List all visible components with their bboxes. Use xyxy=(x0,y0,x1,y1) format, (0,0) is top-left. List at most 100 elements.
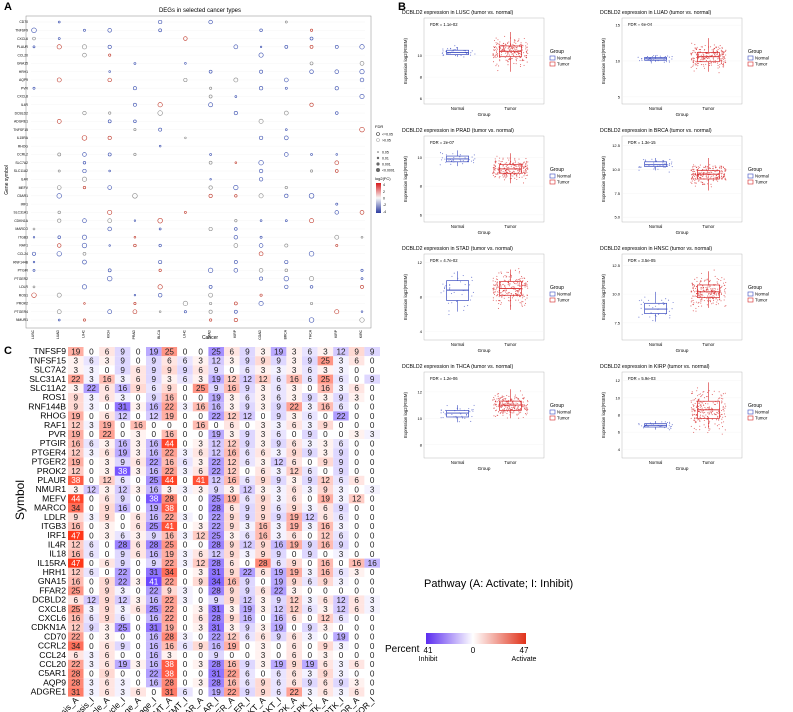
heatmap-cell xyxy=(333,531,349,541)
boxplot-point xyxy=(692,169,695,171)
heatmap-cell xyxy=(192,604,209,614)
boxplot-point xyxy=(461,294,463,296)
panel-a-gene-label: RNF144B xyxy=(13,260,29,264)
boxplot-xtick: Tumor xyxy=(702,224,715,229)
heatmap-cell xyxy=(317,347,334,357)
heatmap-cell-value: 3 xyxy=(261,403,266,412)
boxplot-point xyxy=(509,403,511,405)
boxplot-point xyxy=(721,173,723,175)
boxplot-point xyxy=(653,162,655,164)
heatmap-cell-value: 0 xyxy=(370,679,375,688)
panel-a-cancer-label: LUSC xyxy=(31,329,35,339)
boxplot-point xyxy=(504,411,506,413)
boxplot-point xyxy=(722,57,724,59)
boxplot-point xyxy=(510,408,513,411)
heatmap-cell-value: 3 xyxy=(308,421,313,430)
boxplot-point xyxy=(717,415,719,418)
boxplot-xlabel: Group xyxy=(676,112,689,117)
boxplot-point xyxy=(524,165,526,167)
heatmap-cell xyxy=(192,531,209,541)
heatmap-cell-value: 3 xyxy=(183,531,188,540)
boxplot-point xyxy=(443,287,446,289)
boxplot-point xyxy=(456,47,458,49)
heatmap-cell xyxy=(317,687,334,697)
panel-a-dot xyxy=(208,267,214,273)
heatmap-cell-value: 9 xyxy=(308,430,313,439)
heatmap-cell xyxy=(68,521,84,531)
boxplot-point xyxy=(518,417,520,419)
boxplot-point xyxy=(699,51,701,53)
heatmap-cell-value: 3 xyxy=(292,476,297,485)
panel-a-dot xyxy=(158,227,162,231)
boxplot-point xyxy=(724,177,726,179)
heatmap-cell xyxy=(114,650,131,660)
boxplot-point xyxy=(718,46,720,48)
heatmap-cell-value: 3 xyxy=(198,568,203,577)
boxplot-point xyxy=(699,177,701,179)
heatmap-cell-value: 0 xyxy=(183,660,188,669)
heatmap-cell-value: 9 xyxy=(261,688,266,697)
boxplot-panel: DCBLD2 expression in KIRP (tumor vs. nor… xyxy=(600,364,769,471)
heatmap-cell-value: 9 xyxy=(230,550,235,559)
heatmap-cell xyxy=(224,549,240,559)
heatmap-cell-value: 0 xyxy=(354,623,359,632)
boxplot-point xyxy=(501,399,504,401)
boxplot-point xyxy=(690,291,692,293)
boxplot-point xyxy=(706,295,709,297)
heatmap-cell xyxy=(224,356,240,366)
heatmap-cell-value: 9 xyxy=(261,476,266,485)
boxplot-point xyxy=(494,169,496,171)
heatmap-cell xyxy=(99,393,115,403)
heatmap-cell-value: 3 xyxy=(261,421,266,430)
heatmap-cell-value: 9 xyxy=(276,357,281,366)
boxplot-point xyxy=(521,172,523,174)
heatmap-cell xyxy=(161,365,178,375)
heatmap-cell xyxy=(333,466,349,476)
boxplot-point xyxy=(511,406,513,409)
heatmap-cell xyxy=(333,356,349,366)
boxplot-point xyxy=(669,314,671,316)
boxplot-point xyxy=(703,58,705,60)
panel-a-dot xyxy=(258,268,264,273)
boxplot-fdr: FDR = 2e-07 xyxy=(430,140,455,145)
boxplot-point xyxy=(499,41,501,43)
boxplot-point xyxy=(725,305,727,307)
boxplot-point xyxy=(471,415,473,418)
boxplot-point xyxy=(708,64,710,67)
boxplot-point xyxy=(639,166,641,169)
heatmap-cell xyxy=(114,383,131,393)
heatmap-cell-value: 9 xyxy=(370,375,375,384)
heatmap-cell xyxy=(130,659,146,669)
heatmap-cell xyxy=(99,448,115,458)
boxplot-point xyxy=(516,57,518,59)
boxplot-point xyxy=(710,171,712,173)
heatmap-cell xyxy=(114,687,131,697)
heatmap-cell xyxy=(239,347,256,357)
heatmap-cell-value: 12 xyxy=(212,476,222,485)
heatmap-cell xyxy=(161,650,178,660)
heatmap-cell-value: 25 xyxy=(212,347,222,356)
heatmap-cell xyxy=(114,494,131,504)
heatmap-cell xyxy=(161,503,178,513)
boxplot-xtick: Tumor xyxy=(702,342,715,347)
heatmap-cell-value: 0 xyxy=(354,614,359,623)
heatmap-cell-value: 16 xyxy=(149,513,159,522)
boxplot-point xyxy=(701,410,703,412)
heatmap-cell-value: 3 xyxy=(339,577,344,586)
heatmap-cell-value: 16 xyxy=(102,375,112,384)
boxplot-point xyxy=(523,59,525,61)
boxplot-point xyxy=(464,284,466,286)
boxplot-point xyxy=(521,404,523,406)
boxplot-point xyxy=(521,60,523,62)
boxplot-point xyxy=(721,170,723,172)
heatmap-cell xyxy=(146,586,162,596)
panel-a-gene-label: IL15RA xyxy=(17,136,29,140)
boxplot-point xyxy=(712,165,714,167)
boxplot-point xyxy=(666,421,668,424)
panel-a-dot xyxy=(56,44,62,50)
heatmap-cell xyxy=(68,623,84,633)
heatmap-cell xyxy=(317,402,334,412)
heatmap-cell-value: 28 xyxy=(149,541,159,550)
boxplot-point xyxy=(717,399,719,401)
